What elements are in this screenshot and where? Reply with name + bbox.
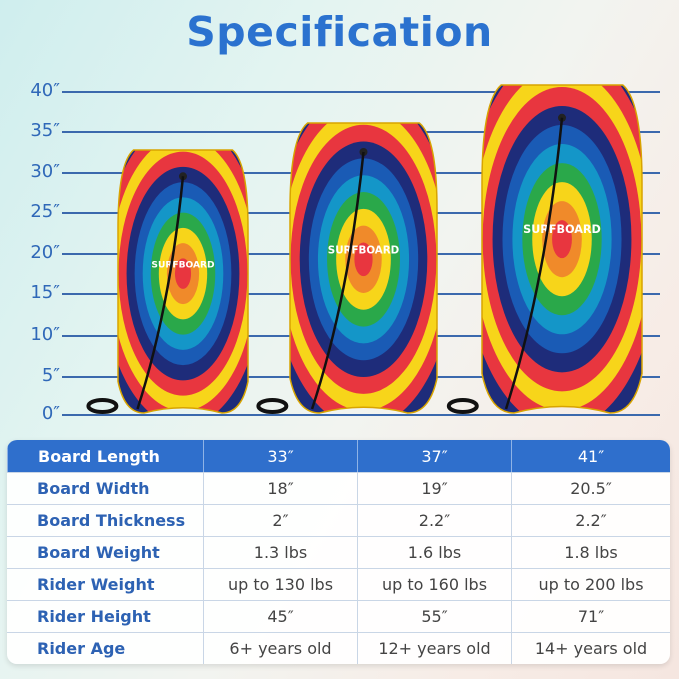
scale-tick-label: 20″ — [30, 242, 60, 263]
scale-gridline — [62, 414, 660, 416]
row-label: Board Width — [37, 479, 150, 498]
cell: 2″ — [203, 505, 357, 536]
cell: 1.8 lbs — [511, 537, 670, 568]
bodyboard — [118, 150, 248, 413]
row-label: Rider Height — [37, 607, 151, 626]
board-logo: SURFBOARD — [328, 244, 399, 256]
wrist-strap-icon — [446, 398, 479, 414]
wrist-strap-icon — [256, 398, 289, 414]
bodyboard — [482, 85, 642, 413]
leash-cord — [504, 117, 564, 410]
cell: 55″ — [357, 601, 511, 632]
scale-tick-label: 25″ — [30, 201, 60, 222]
cell: 18″ — [203, 473, 357, 504]
cell: up to 160 lbs — [357, 569, 511, 600]
row-label: Board Length — [7, 440, 203, 472]
row-label: Rider Weight — [37, 575, 155, 594]
scale-tick-label: 0″ — [41, 403, 60, 424]
table-row: Board Width 18″ 19″ 20.5″ — [7, 472, 670, 504]
row-label: Board Thickness — [37, 511, 186, 530]
cell: 71″ — [511, 601, 670, 632]
table-row: Rider Weight up to 130 lbs up to 160 lbs up… — [7, 568, 670, 600]
scale-tick-label: 5″ — [41, 365, 60, 386]
spec-table: Board Length 33″ 37″ 41″ Board Width 18″ 1… — [7, 440, 670, 664]
cell: 6+ years old — [203, 633, 357, 664]
page-title: Specification — [186, 8, 493, 56]
cell: 2.2″ — [357, 505, 511, 536]
cell: 45″ — [203, 601, 357, 632]
board-logo: SURFBOARD — [523, 223, 601, 236]
scale-tick-label: 15″ — [30, 282, 60, 303]
wrist-strap-icon — [86, 398, 119, 414]
scale-gridline — [62, 91, 660, 93]
cell: 1.3 lbs — [203, 537, 357, 568]
table-row: Board Weight 1.3 lbs 1.6 lbs 1.8 lbs — [7, 536, 670, 568]
row-label: Board Weight — [37, 543, 160, 562]
cell: 2.2″ — [511, 505, 670, 536]
leash-cord — [310, 151, 365, 410]
cell: up to 130 lbs — [203, 569, 357, 600]
cell: 33″ — [203, 440, 357, 472]
cell: 19″ — [357, 473, 511, 504]
cell: 37″ — [357, 440, 511, 472]
scale-tick-label: 30″ — [30, 161, 60, 182]
table-row: Board Thickness 2″ 2.2″ 2.2″ — [7, 504, 670, 536]
bodyboards-illustration: SURFBOARD SURFBOARD SURFBOARD — [86, 84, 643, 414]
table-row: Rider Age 6+ years old 12+ years old 14+ ye… — [7, 632, 670, 664]
table-header-row: Board Length 33″ 37″ 41″ — [7, 440, 670, 472]
cell: 20.5″ — [511, 473, 670, 504]
bodyboard — [290, 123, 437, 413]
scale-tick-label: 35″ — [30, 120, 60, 141]
table-row: Rider Height 45″ 55″ 71″ — [7, 600, 670, 632]
scale-tick-label: 40″ — [30, 80, 60, 101]
scale-tick-label: 10″ — [30, 324, 60, 345]
leash-cord — [136, 176, 185, 410]
row-label: Rider Age — [37, 639, 126, 658]
board-logo: SURFBOARD — [151, 261, 215, 271]
cell: 41″ — [511, 440, 670, 472]
cell: 12+ years old — [357, 633, 511, 664]
cell: 1.6 lbs — [357, 537, 511, 568]
cell: up to 200 lbs — [511, 569, 670, 600]
cell: 14+ years old — [511, 633, 670, 664]
